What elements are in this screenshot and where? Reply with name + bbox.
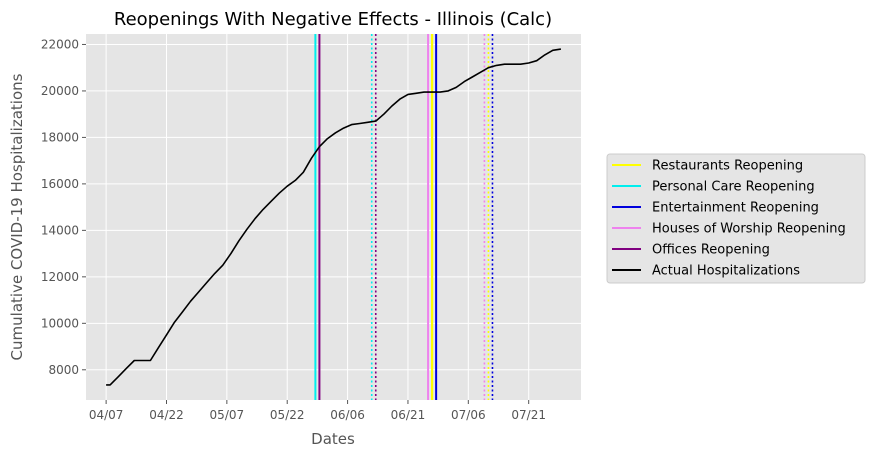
legend-label: Personal Care Reopening bbox=[652, 180, 815, 195]
y-tick-label: 16000 bbox=[41, 177, 79, 191]
x-tick-label: 05/22 bbox=[270, 408, 305, 422]
x-tick-label: 04/22 bbox=[149, 408, 184, 422]
legend-label: Actual Hospitalizations bbox=[652, 264, 800, 279]
y-tick-label: 22000 bbox=[41, 37, 79, 51]
grid-lines bbox=[86, 34, 581, 400]
x-tick-label: 06/21 bbox=[391, 408, 426, 422]
x-tick-label: 06/06 bbox=[330, 408, 365, 422]
legend-label: Offices Reopening bbox=[652, 243, 770, 258]
legend-box bbox=[606, 153, 866, 284]
x-tick-label: 07/21 bbox=[511, 408, 546, 422]
x-tick-label: 04/07 bbox=[89, 408, 124, 422]
series-lines bbox=[106, 48, 562, 386]
chart-title: Reopenings With Negative Effects - Illin… bbox=[114, 9, 552, 30]
y-tick-label: 12000 bbox=[41, 270, 79, 284]
legend-label: Restaurants Reopening bbox=[652, 159, 803, 174]
legend-label: Entertainment Reopening bbox=[652, 201, 819, 216]
reopening-lines bbox=[314, 34, 494, 400]
x-tick-label: 07/06 bbox=[451, 408, 486, 422]
legend: Restaurants Reopening Personal Care Reope… bbox=[606, 153, 866, 284]
x-axis-ticks: 04/07 04/22 05/07 05/22 06/06 06/21 07/06 07/21 bbox=[89, 400, 546, 422]
plot-area bbox=[86, 34, 581, 400]
y-tick-label: 10000 bbox=[41, 316, 79, 330]
x-axis-label: Dates bbox=[311, 430, 355, 448]
y-tick-label: 20000 bbox=[41, 84, 79, 98]
y-axis-label: Cumulative COVID-19 Hospitalizations bbox=[8, 73, 26, 360]
x-tick-label: 05/07 bbox=[210, 408, 245, 422]
legend-label: Houses of Worship Reopening bbox=[652, 222, 846, 237]
y-tick-label: 18000 bbox=[41, 130, 79, 144]
y-tick-label: 14000 bbox=[41, 223, 79, 237]
y-axis-ticks: 8000 10000 12000 14000 16000 18000 20000 22000 bbox=[41, 37, 86, 377]
y-tick-label: 8000 bbox=[48, 363, 79, 377]
series-line-hospitalizations bbox=[106, 48, 562, 386]
